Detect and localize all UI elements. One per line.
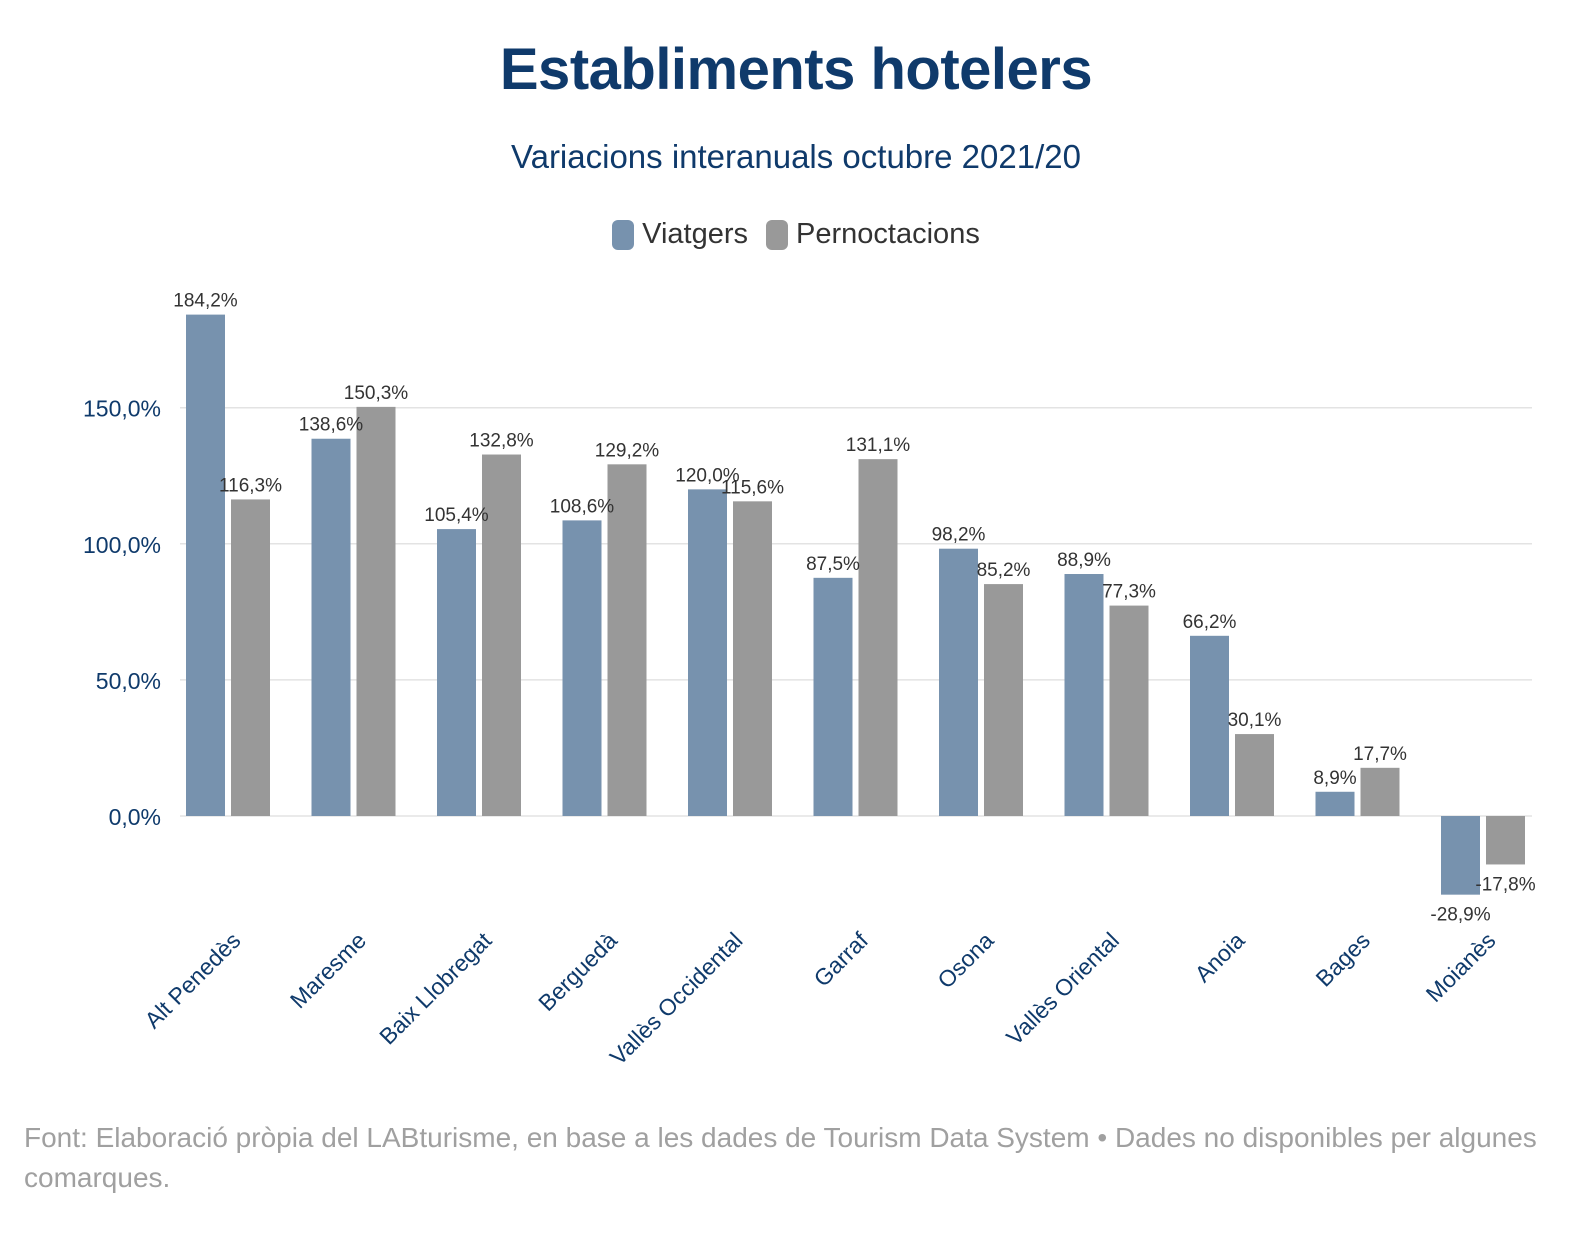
x-tick-label: Moianès bbox=[1421, 927, 1501, 1007]
bar-viatgers[interactable] bbox=[1064, 574, 1104, 816]
source-footnote: Font: Elaboració pròpia del LABturisme, … bbox=[24, 1122, 1537, 1193]
x-tick-label: Berguedà bbox=[533, 927, 622, 1016]
data-label: 85,2% bbox=[977, 560, 1031, 581]
data-label: 131,1% bbox=[846, 435, 911, 456]
bar-viatgers[interactable] bbox=[939, 548, 978, 816]
chart-subtitle: Variacions interanuals octubre 2021/20 bbox=[511, 138, 1081, 175]
x-tick-label: Bages bbox=[1311, 927, 1376, 992]
legend-item-viatgers[interactable]: Viatgers bbox=[612, 218, 748, 251]
y-tick-label: 0,0% bbox=[109, 804, 161, 830]
data-label: 87,5% bbox=[806, 554, 860, 575]
data-label: 66,2% bbox=[1183, 612, 1237, 633]
data-label: 108,6% bbox=[550, 496, 615, 517]
legend-swatch-viatgers bbox=[612, 219, 635, 250]
bar-pernoctacions[interactable] bbox=[984, 584, 1023, 816]
x-tick-label: Vallès Occidental bbox=[605, 927, 748, 1070]
bar-pernoctacions[interactable] bbox=[858, 459, 898, 816]
data-labels: 184,2% 116,3% 138,6% 150,3% 105,4% 132,8% 108,… bbox=[173, 291, 1535, 926]
data-label: 98,2% bbox=[932, 525, 986, 546]
legend-label-viatgers: Viatgers bbox=[642, 218, 749, 250]
bar-viatgers[interactable] bbox=[186, 314, 225, 816]
y-tick-label: 150,0% bbox=[83, 396, 161, 422]
bar-pernoctacions[interactable] bbox=[733, 501, 772, 816]
bar-pernoctacions[interactable] bbox=[356, 406, 396, 816]
legend-label-pernoctacions: Pernoctacions bbox=[796, 218, 980, 250]
x-tick-label: Vallès Oriental bbox=[1001, 927, 1124, 1050]
x-tick-label: Alt Penedès bbox=[139, 927, 245, 1033]
x-tick-label: Baix Llobregat bbox=[374, 927, 497, 1050]
bar-viatgers[interactable] bbox=[311, 438, 351, 816]
bar-viatgers[interactable] bbox=[1190, 635, 1229, 816]
x-axis-ticks: Alt Penedès Maresme Baix Llobregat Berguedà… bbox=[139, 927, 1500, 1070]
x-tick-label: Osona bbox=[932, 927, 998, 993]
bar-pernoctacions[interactable] bbox=[1235, 734, 1274, 816]
data-label: 138,6% bbox=[299, 415, 364, 436]
data-label: 105,4% bbox=[424, 505, 489, 526]
data-label: -28,9% bbox=[1430, 905, 1490, 926]
bar-pernoctacions[interactable] bbox=[1360, 767, 1400, 816]
y-tick-label: 50,0% bbox=[96, 668, 161, 694]
legend-item-pernoctacions[interactable]: Pernoctacions bbox=[766, 218, 980, 251]
y-axis-ticks: 0,0% 50,0% 100,0% 150,0% bbox=[83, 396, 161, 830]
bar-viatgers[interactable] bbox=[688, 489, 727, 816]
bars bbox=[186, 314, 1525, 895]
legend-swatch-pernoctacions bbox=[766, 219, 789, 250]
bar-chart: 0,0% 50,0% 100,0% 150,0% 184,2% 116,3% 138,6%… bbox=[83, 291, 1536, 1070]
data-label: 120,0% bbox=[675, 465, 740, 486]
data-label: 184,2% bbox=[173, 291, 238, 312]
data-label: 116,3% bbox=[219, 475, 282, 496]
x-tick-label: Anoia bbox=[1190, 927, 1250, 987]
data-label: -17,8% bbox=[1475, 874, 1535, 895]
bar-viatgers[interactable] bbox=[1315, 791, 1355, 816]
chart-title: Establiments hotelers bbox=[499, 37, 1093, 102]
data-label: 132,8% bbox=[469, 431, 534, 452]
bar-pernoctacions[interactable] bbox=[482, 454, 521, 816]
data-label: 88,9% bbox=[1057, 550, 1111, 571]
data-label: 150,3% bbox=[344, 383, 409, 404]
bar-viatgers[interactable] bbox=[437, 529, 476, 816]
data-label: 77,3% bbox=[1102, 582, 1156, 603]
grid-lines bbox=[180, 406, 1532, 817]
bar-pernoctacions[interactable] bbox=[607, 464, 647, 816]
data-label: 30,1% bbox=[1228, 710, 1282, 731]
data-label: 115,6% bbox=[721, 477, 784, 498]
x-tick-label: Garraf bbox=[809, 927, 874, 992]
data-label: 129,2% bbox=[595, 440, 660, 461]
chart-legend: Viatgers Pernoctacions bbox=[0, 218, 1592, 251]
bar-pernoctacions[interactable] bbox=[1109, 605, 1149, 816]
bar-viatgers[interactable] bbox=[813, 577, 853, 816]
x-tick-label: Maresme bbox=[285, 927, 371, 1013]
y-tick-label: 100,0% bbox=[83, 532, 161, 558]
data-label: 8,9% bbox=[1313, 768, 1356, 789]
bar-pernoctacions[interactable] bbox=[231, 499, 270, 816]
bar-viatgers[interactable] bbox=[562, 520, 602, 816]
bar-viatgers[interactable] bbox=[1441, 816, 1480, 895]
bar-pernoctacions[interactable] bbox=[1486, 816, 1525, 865]
data-label: 17,7% bbox=[1353, 744, 1407, 765]
